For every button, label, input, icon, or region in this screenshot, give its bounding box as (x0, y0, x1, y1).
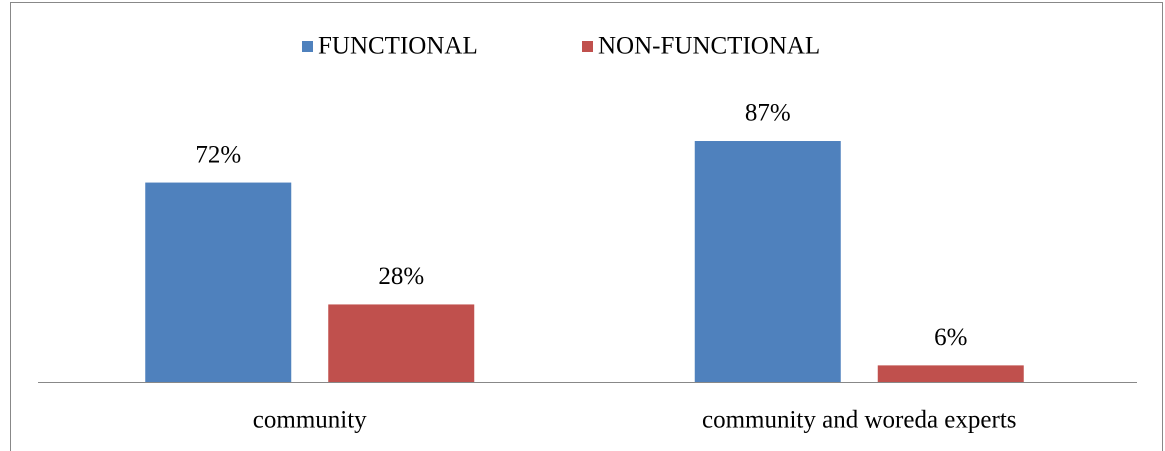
data-label: 72% (195, 141, 241, 168)
bar (145, 182, 292, 382)
bar (328, 304, 475, 382)
legend-label: FUNCTIONAL (318, 33, 478, 60)
data-label: 6% (934, 324, 967, 351)
legend-swatch (582, 41, 593, 52)
bar (694, 141, 841, 382)
legend-label: NON-FUNCTIONAL (598, 33, 820, 60)
legend-swatch (302, 41, 313, 52)
data-label: 28% (378, 263, 424, 290)
bar (877, 365, 1024, 382)
data-label: 87% (745, 100, 791, 127)
x-tick-label: community (253, 407, 367, 434)
x-tick-label: community and woreda experts (702, 407, 1017, 434)
